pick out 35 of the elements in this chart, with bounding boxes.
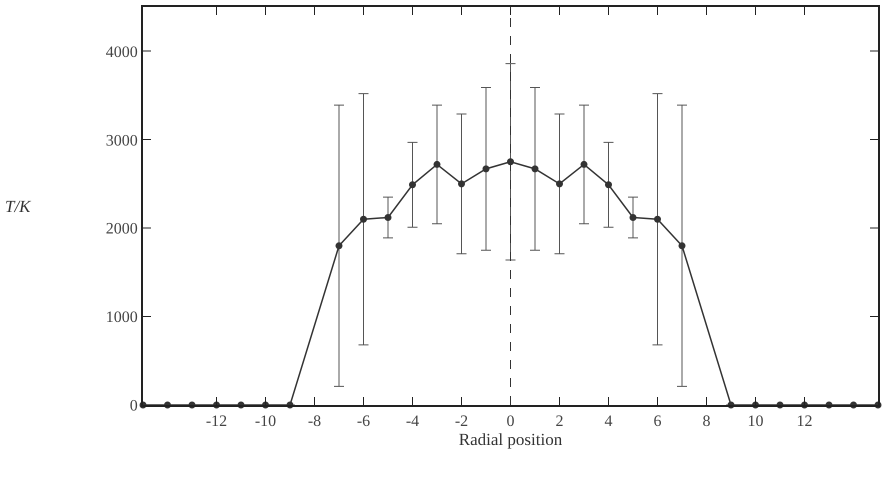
- x-tick-label: 6: [654, 413, 662, 430]
- x-axis-title: Radial position: [458, 430, 563, 450]
- point: [678, 242, 686, 250]
- point: [532, 165, 538, 172]
- y-tick-label: 2000: [106, 220, 138, 238]
- x-tick-label: -2: [454, 413, 468, 430]
- x-tick-label: -8: [308, 413, 322, 430]
- point: [556, 180, 563, 188]
- point: [482, 165, 490, 172]
- point: [507, 158, 514, 166]
- point: [336, 242, 342, 250]
- y-tick-label: 4000: [106, 44, 138, 61]
- x-tick-label: 4: [604, 413, 612, 430]
- x-tick-label: -10: [254, 413, 276, 430]
- y-tick-label: 1000: [106, 309, 138, 326]
- x-tick-label: -4: [406, 413, 420, 430]
- x-tick-label: -12: [206, 413, 228, 430]
- x-tick-label: 2: [556, 413, 564, 430]
- y-tick-label: 3000: [106, 132, 138, 150]
- point: [384, 214, 392, 221]
- point: [654, 216, 661, 223]
- x-tick-label: 12: [796, 413, 812, 430]
- point: [458, 180, 465, 188]
- x-tick-label: 8: [702, 413, 710, 430]
- point: [605, 181, 612, 188]
- point: [630, 214, 636, 221]
- x-tick-label: 0: [506, 413, 514, 430]
- point: [409, 181, 416, 188]
- x-tick-label: 10: [748, 413, 764, 430]
- point: [434, 160, 440, 168]
- y-axis-title: T/K: [5, 197, 32, 216]
- point: [580, 160, 588, 168]
- point: [360, 216, 367, 223]
- y-tick-label: 0: [130, 398, 138, 415]
- x-tick-label: -6: [356, 413, 370, 430]
